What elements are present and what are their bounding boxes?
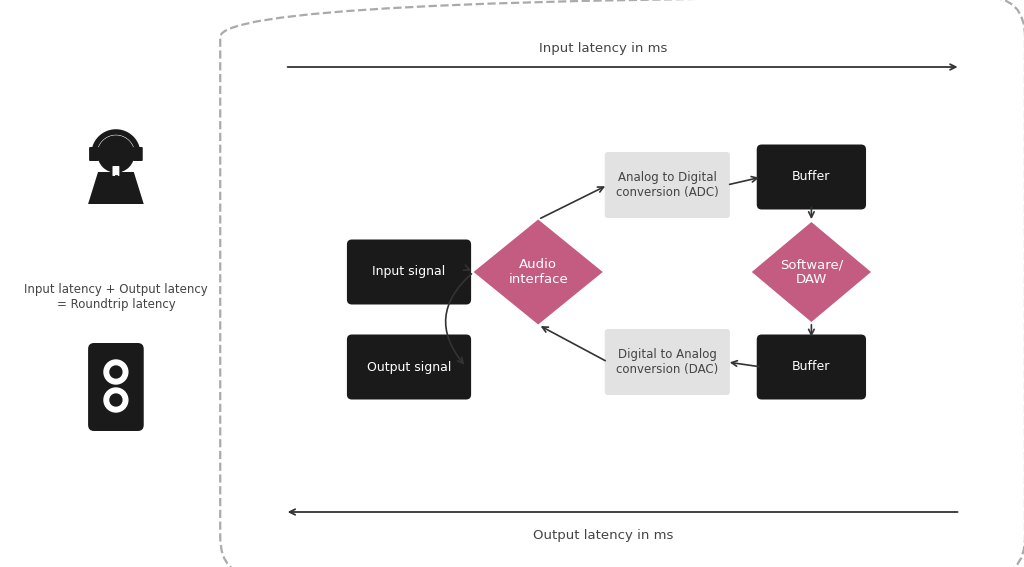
FancyBboxPatch shape — [133, 147, 142, 161]
Circle shape — [98, 136, 134, 172]
FancyBboxPatch shape — [757, 335, 866, 400]
Text: Software/
DAW: Software/ DAW — [779, 258, 843, 286]
FancyBboxPatch shape — [112, 165, 121, 177]
Text: Input latency in ms: Input latency in ms — [539, 42, 667, 55]
Circle shape — [110, 394, 122, 406]
Circle shape — [104, 360, 128, 384]
FancyBboxPatch shape — [88, 343, 143, 431]
Text: Analog to Digital
conversion (ADC): Analog to Digital conversion (ADC) — [616, 171, 719, 199]
Polygon shape — [88, 172, 143, 204]
Text: Buffer: Buffer — [793, 361, 830, 374]
Circle shape — [110, 366, 122, 378]
Text: Digital to Analog
conversion (DAC): Digital to Analog conversion (DAC) — [616, 348, 719, 376]
Polygon shape — [473, 219, 603, 324]
Text: Buffer: Buffer — [793, 171, 830, 184]
Text: Output signal: Output signal — [367, 361, 452, 374]
FancyBboxPatch shape — [757, 145, 866, 209]
FancyBboxPatch shape — [605, 329, 730, 395]
Text: Audio
interface: Audio interface — [508, 258, 568, 286]
Text: Output latency in ms: Output latency in ms — [532, 529, 673, 542]
Text: Input latency + Output latency
= Roundtrip latency: Input latency + Output latency = Roundtr… — [24, 283, 208, 311]
FancyBboxPatch shape — [605, 152, 730, 218]
Polygon shape — [752, 222, 871, 322]
FancyBboxPatch shape — [89, 147, 99, 161]
Circle shape — [104, 388, 128, 412]
FancyBboxPatch shape — [347, 239, 471, 304]
Text: Input signal: Input signal — [373, 265, 445, 278]
FancyBboxPatch shape — [347, 335, 471, 400]
